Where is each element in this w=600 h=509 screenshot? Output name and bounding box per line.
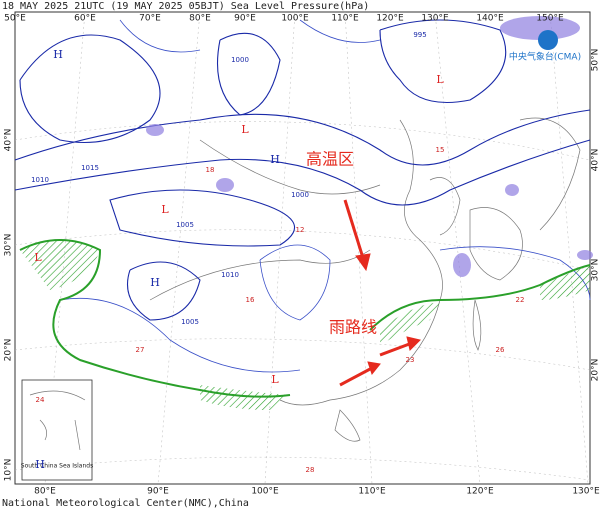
pressure-center: L (161, 203, 169, 216)
lon-label-top: 150°E (536, 14, 564, 24)
lat-label-left: 30°N (4, 234, 14, 257)
coastlines (149, 117, 581, 442)
rain-route-label: 雨路线 (329, 318, 377, 337)
lon-label-top: 60°E (74, 14, 96, 24)
lon-label-bottom: 80°E (34, 487, 56, 497)
lat-label-left: 40°N (4, 129, 14, 152)
lon-label-top: 50°E (4, 14, 26, 24)
logo-text: 中央气象台(CMA) (509, 51, 581, 63)
station-value: 18 (206, 166, 215, 174)
lat-label-right: 20°N (591, 359, 600, 382)
lon-label-bottom: 120°E (466, 487, 494, 497)
station-value: 16 (246, 296, 255, 304)
pressure-center: L (271, 373, 279, 386)
fronts (19, 239, 591, 410)
lon-label-bottom: 130°E (572, 487, 600, 497)
station-value: 23 (406, 356, 415, 364)
lon-label-bottom: 100°E (251, 487, 279, 497)
logo: 中央气象台(CMA) (509, 30, 581, 63)
lat-label-right: 50°N (591, 49, 600, 72)
station-value: 24 (36, 396, 45, 404)
inset-label: South China Sea Islands (21, 463, 93, 470)
lon-label-top: 70°E (139, 14, 161, 24)
map-credit: National Meteorological Center(NMC),Chin… (2, 498, 249, 509)
isobar-label: 995 (413, 31, 426, 39)
annotation-arrows (339, 199, 421, 387)
isobar-label: 1010 (221, 271, 239, 279)
station-value: 28 (306, 466, 315, 474)
pressure-center: H (150, 276, 160, 289)
lat-label-right: 30°N (591, 259, 600, 282)
isobar-label: 1005 (181, 318, 199, 326)
purple-areas (146, 16, 593, 277)
lat-label-left: 20°N (4, 339, 14, 362)
station-value: 27 (136, 346, 145, 354)
station-value: 12 (296, 226, 305, 234)
station-value: 15 (436, 146, 445, 154)
pressure-center: H (53, 48, 63, 61)
isobar-label: 1015 (81, 164, 99, 172)
lon-label-top: 120°E (376, 14, 404, 24)
pressure-center: H (270, 153, 280, 166)
pressure-center: H (35, 458, 45, 471)
lon-label-top: 80°E (189, 14, 211, 24)
lat-label-right: 40°N (591, 149, 600, 172)
lon-label-top: 140°E (476, 14, 504, 24)
station-value: 26 (496, 346, 505, 354)
map-title: 18 MAY 2025 21UTC (19 MAY 2025 05BJT) Se… (2, 1, 369, 12)
inset: South China Sea Islands (21, 379, 93, 481)
isobar-label: 1000 (231, 56, 249, 64)
station-value: 22 (516, 296, 525, 304)
pressure-center: L (436, 73, 444, 86)
lon-label-top: 130°E (421, 14, 449, 24)
lon-label-top: 90°E (234, 14, 256, 24)
lon-label-bottom: 90°E (147, 487, 169, 497)
lon-label-bottom: 110°E (358, 487, 386, 497)
lon-label-top: 110°E (331, 14, 359, 24)
isobar-label: 1010 (31, 176, 49, 184)
isobar-label: 1000 (291, 191, 309, 199)
pressure-center: L (241, 123, 249, 136)
pressure-center: L (34, 251, 42, 264)
lat-label-left: 10°N (4, 459, 14, 482)
lon-label-top: 100°E (281, 14, 309, 24)
hot-zone-label: 高温区 (306, 150, 354, 169)
isobar-label: 1005 (176, 221, 194, 229)
